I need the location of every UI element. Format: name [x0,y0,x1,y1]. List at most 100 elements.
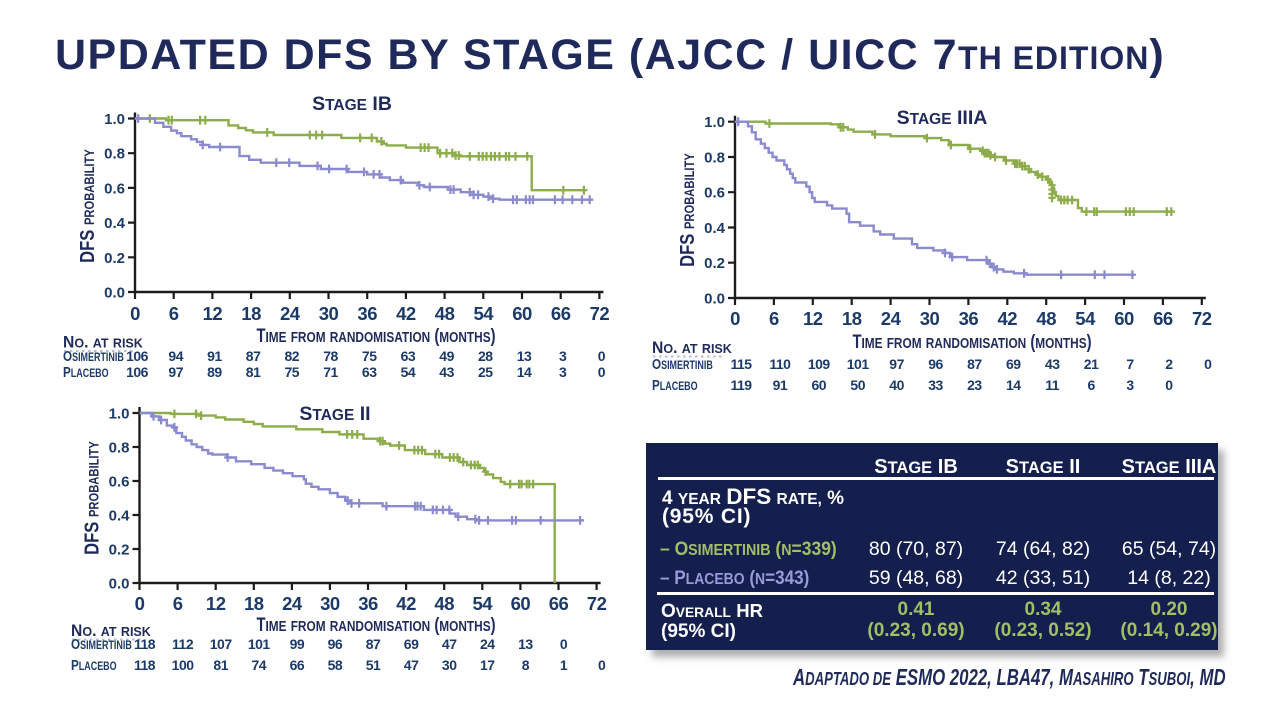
svg-text:0: 0 [560,636,568,652]
svg-text:6: 6 [173,593,183,614]
svg-text:106: 106 [126,364,149,380]
svg-text:11: 11 [1045,377,1060,393]
svg-text:97: 97 [168,364,183,380]
svg-text:72: 72 [587,593,607,614]
svg-text:24: 24 [881,308,902,329]
svg-text:47: 47 [442,636,457,652]
svg-text:97: 97 [889,356,904,372]
svg-text:0.4: 0.4 [704,220,726,237]
svg-text:60: 60 [512,303,532,324]
svg-text:2: 2 [1165,356,1173,372]
svg-text:17: 17 [480,657,495,673]
svg-text:69: 69 [1006,356,1021,372]
svg-text:TIME FROM RANDOMISATION (MONTH: TIME FROM RANDOMISATION (MONTHS) [256,325,495,346]
svg-text:23: 23 [967,377,982,393]
svg-text:96: 96 [928,356,943,372]
svg-text:33: 33 [928,377,943,393]
svg-text:0.2: 0.2 [109,542,130,559]
svg-text:DFS PROBABILITY: DFS PROBABILITY [76,149,99,263]
svg-text:0.4: 0.4 [104,215,126,232]
svg-text:NO. AT RISK: NO. AT RISK [71,622,152,640]
svg-text:0: 0 [598,364,606,380]
svg-text:87: 87 [967,356,982,372]
svg-text:40: 40 [889,377,904,393]
svg-text:54: 54 [1075,308,1096,329]
svg-text:30: 30 [442,657,457,673]
svg-text:119: 119 [730,377,752,393]
svg-text:87: 87 [246,348,261,364]
svg-text:13: 13 [517,348,532,364]
svg-text:6: 6 [169,303,179,324]
svg-text:STAGE II: STAGE II [299,403,370,425]
svg-text:94: 94 [168,348,183,364]
svg-text:75: 75 [285,364,300,380]
svg-text:3: 3 [559,348,567,364]
svg-text:54: 54 [474,303,495,324]
svg-text:14: 14 [1006,377,1021,393]
svg-text:66: 66 [551,303,571,324]
svg-text:0.8: 0.8 [109,440,130,457]
svg-text:18: 18 [842,308,862,329]
svg-text:43: 43 [439,364,454,380]
svg-text:8: 8 [522,657,530,673]
svg-text:TIME FROM RANDOMISATION (MONTH: TIME FROM RANDOMISATION (MONTHS) [256,614,495,635]
svg-text:7: 7 [1126,356,1134,372]
svg-text:STAGE IIIA: STAGE IIIA [897,107,988,129]
svg-text:74: 74 [252,657,267,673]
svg-text:81: 81 [213,657,228,673]
svg-text:48: 48 [1036,308,1056,329]
svg-text:106: 106 [126,348,149,364]
svg-text:69: 69 [404,636,419,652]
svg-text:13: 13 [518,636,533,652]
svg-text:89: 89 [207,364,222,380]
svg-text:66: 66 [290,657,305,673]
svg-text:87: 87 [366,636,381,652]
svg-text:0: 0 [130,303,140,324]
svg-text:6: 6 [769,308,779,329]
svg-text:58: 58 [328,657,343,673]
svg-text:101: 101 [847,356,870,372]
svg-text:63: 63 [401,348,416,364]
svg-text:43: 43 [1045,356,1060,372]
svg-text:25: 25 [478,364,493,380]
svg-text:82: 82 [285,348,300,364]
svg-text:36: 36 [959,308,979,329]
svg-text:OSIMERTINIB: OSIMERTINIB [63,348,124,365]
svg-text:0.8: 0.8 [704,150,725,167]
svg-text:28: 28 [478,348,493,364]
svg-text:DFS PROBABILITY: DFS PROBABILITY [676,153,699,267]
svg-text:OSIMERTINIB: OSIMERTINIB [71,636,132,653]
svg-text:96: 96 [328,636,343,652]
svg-text:110: 110 [769,356,791,372]
svg-text:51: 51 [366,657,381,673]
svg-text:118: 118 [134,636,156,652]
svg-text:0.0: 0.0 [704,291,725,308]
svg-text:107: 107 [210,636,233,652]
svg-text:54: 54 [401,364,416,380]
svg-text:18: 18 [244,593,264,614]
svg-text:42: 42 [396,303,416,324]
svg-text:91: 91 [773,377,788,393]
svg-text:PLACEBO: PLACEBO [71,657,117,674]
svg-text:81: 81 [246,364,261,380]
svg-text:36: 36 [357,303,377,324]
svg-text:0: 0 [1204,356,1212,372]
svg-text:NO. AT RISK: NO. AT RISK [652,339,733,357]
svg-text:71: 71 [323,364,338,380]
svg-text:24: 24 [280,303,301,324]
svg-text:109: 109 [808,356,831,372]
svg-text:112: 112 [172,636,194,652]
svg-text:63: 63 [362,364,377,380]
svg-text:3: 3 [1126,377,1134,393]
svg-text:OSIMERTINIB: OSIMERTINIB [652,356,713,373]
svg-text:0.6: 0.6 [704,185,725,202]
svg-text:PLACEBO: PLACEBO [63,364,109,381]
svg-text:0.4: 0.4 [109,508,131,525]
svg-text:6: 6 [1087,377,1095,393]
svg-text:0.0: 0.0 [109,576,130,593]
svg-text:66: 66 [1153,308,1173,329]
svg-text:0.8: 0.8 [104,146,125,163]
svg-text:42: 42 [998,308,1018,329]
svg-text:21: 21 [1084,356,1099,372]
svg-text:0: 0 [730,308,740,329]
